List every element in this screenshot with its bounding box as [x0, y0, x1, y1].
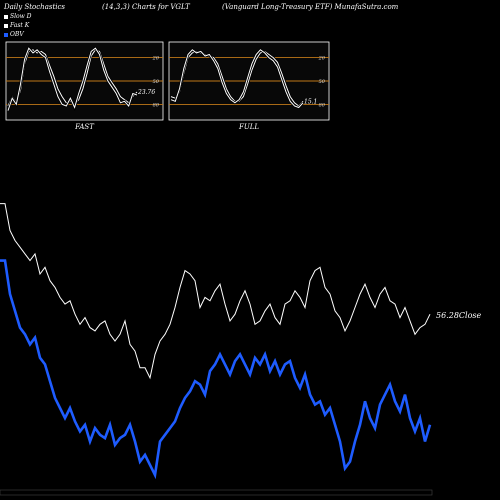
fast-tick-label-20: 80	[153, 102, 160, 108]
chart-header-right: (Vanguard Long-Treasury ETF) MunafaSutra…	[222, 3, 399, 11]
legend-item-fast-k: Fast K	[4, 22, 29, 29]
fast-series-1-line	[7, 47, 138, 111]
fast-panel-caption: FAST	[74, 123, 95, 131]
legend-label-obv: OBV	[10, 31, 24, 38]
fast-value-label: 23.76	[137, 89, 155, 96]
legend-item-obv: OBV	[4, 31, 24, 38]
main-series-price-line	[0, 203, 431, 380]
full-tick-label-20: 80	[319, 102, 326, 108]
chart-header-left: Daily Stochastics	[4, 3, 66, 11]
legend-swatch-slow-d	[4, 14, 8, 19]
legend-swatch-fast-k	[4, 23, 8, 28]
full-tick-label-80: 20	[318, 56, 326, 62]
close-value-label: 56.28Close	[436, 311, 482, 320]
full-value-label: 15.1	[304, 98, 317, 105]
legend-swatch-obv	[4, 32, 8, 37]
full-panel-caption: FULL	[238, 123, 259, 131]
chart-header-center: (14,3,3) Charts for VGLT	[102, 3, 190, 11]
legend-label-fast-k: Fast K	[10, 22, 30, 29]
fast-tick-label-50: 50	[153, 79, 160, 85]
main-series-obv-line	[0, 259, 432, 480]
fast-tick-label-80: 20	[152, 56, 160, 62]
legend-label-slow-d: Slow D	[10, 13, 32, 20]
volume-strip-frame	[0, 489, 433, 496]
legend-item-slow-d: Slow D	[4, 13, 32, 20]
full-series-1-line	[170, 49, 304, 109]
full-tick-label-50: 50	[319, 79, 326, 85]
